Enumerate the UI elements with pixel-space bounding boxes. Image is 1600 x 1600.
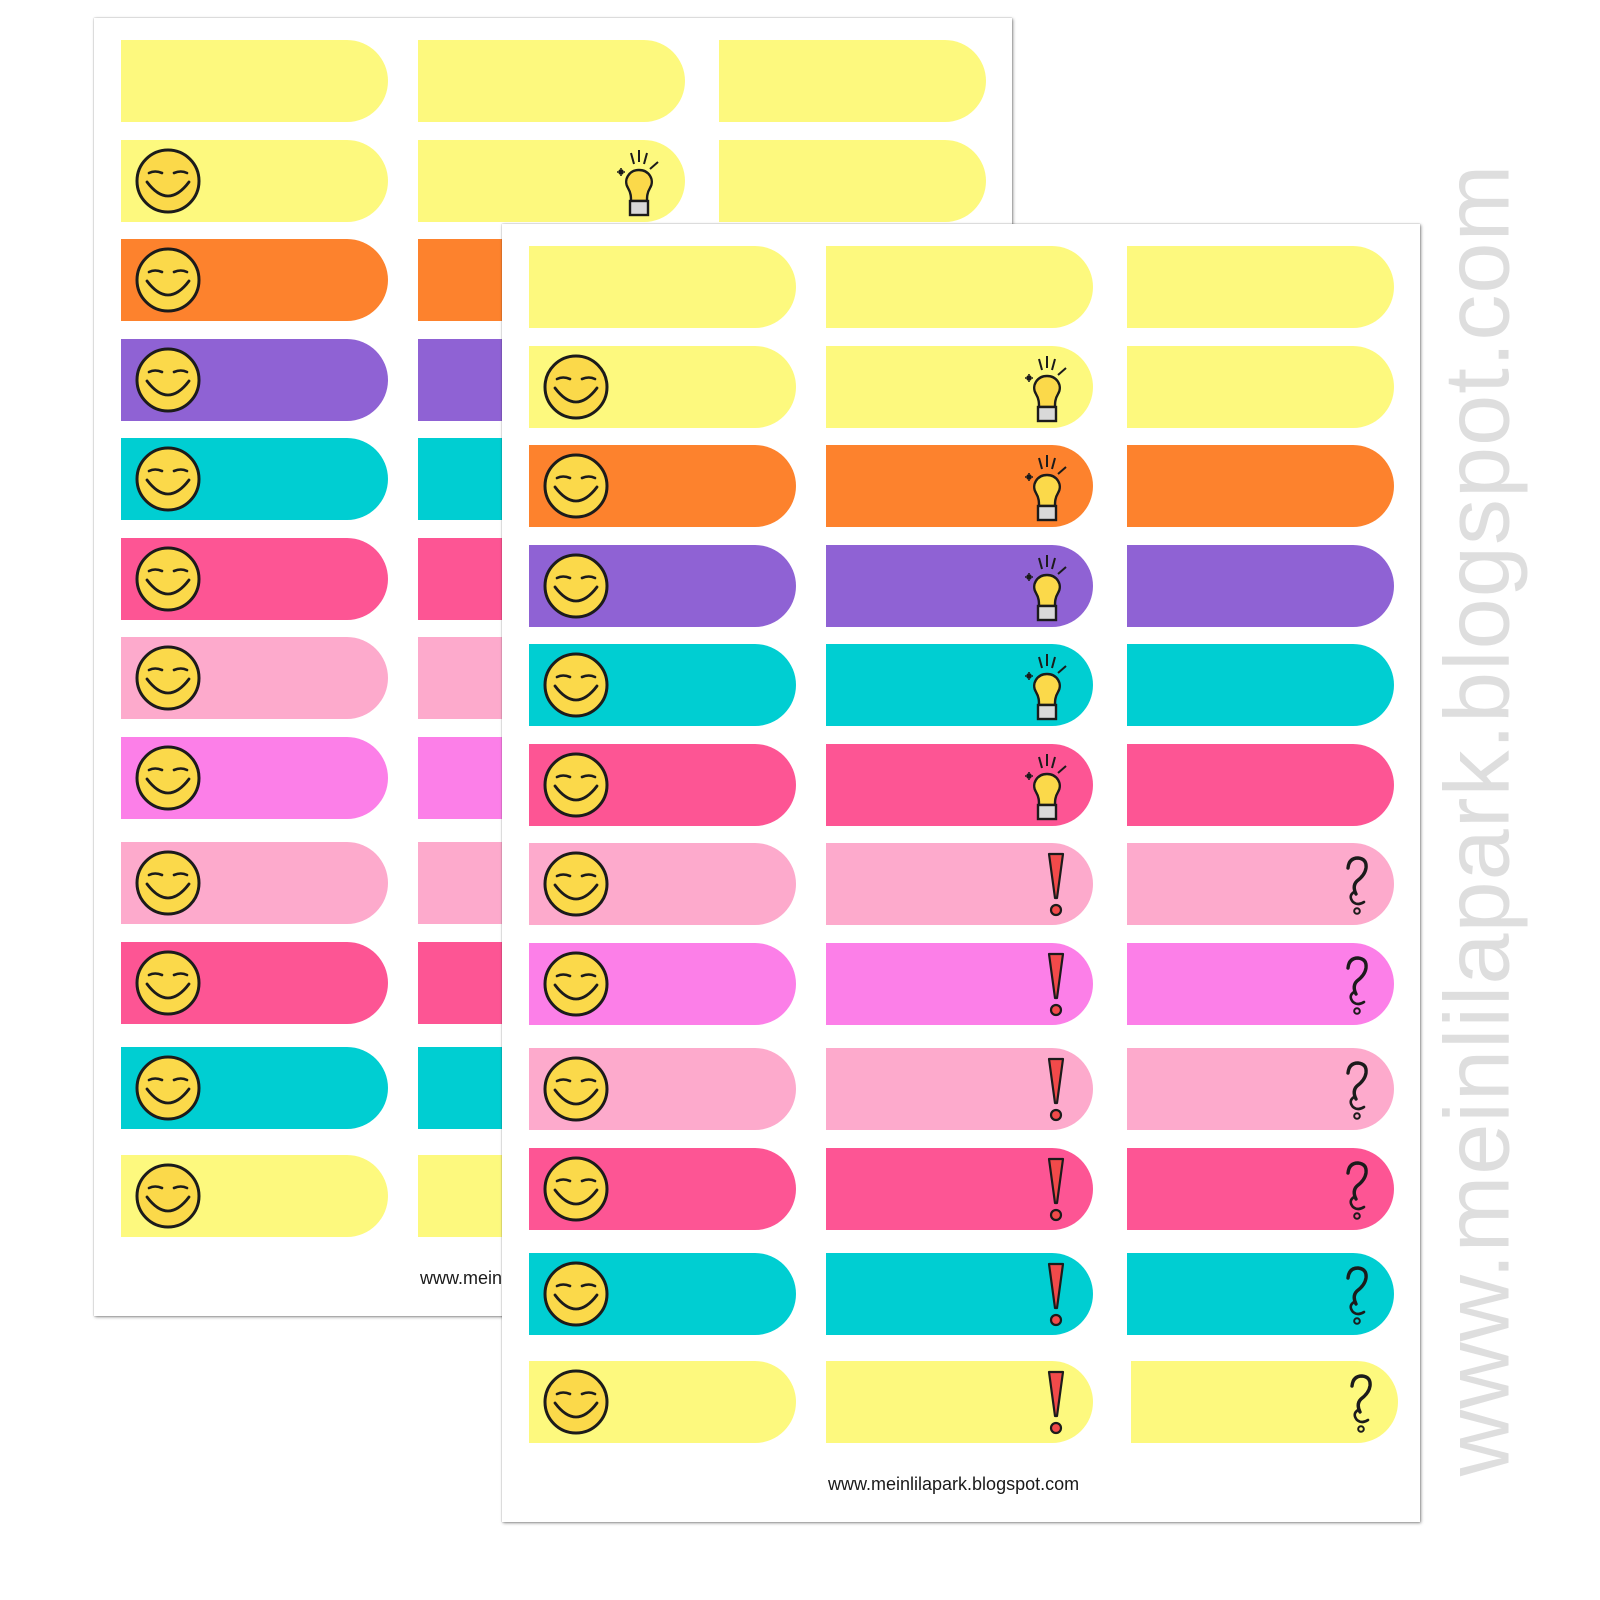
back-tab-col1-row4	[121, 339, 388, 421]
front-tab-col1-row12	[529, 1361, 796, 1443]
smiley-icon	[543, 752, 609, 818]
back-tab-col3-row2	[719, 140, 986, 222]
front-tab-col3-row12	[1131, 1361, 1398, 1443]
question-mark-icon	[1346, 1161, 1368, 1220]
front-tab-col3-row8	[1127, 943, 1394, 1025]
back-tab-col2-row1	[418, 40, 685, 122]
watermark-text: www.meinlilapark.blogspot.com	[1426, 163, 1529, 1477]
front-printable-sheet: www.meinlilapark.blogspot.com	[502, 224, 1420, 1522]
smiley-icon	[135, 645, 201, 711]
smiley-icon	[543, 553, 609, 619]
smiley-icon	[135, 1163, 201, 1229]
back-tab-col3-row1	[719, 40, 986, 122]
front-tab-col2-row4	[826, 545, 1093, 627]
back-tab-col1-row11	[121, 1047, 388, 1129]
front-tab-col2-row2	[826, 346, 1093, 428]
front-tab-col1-row1	[529, 246, 796, 328]
front-tab-col3-row3	[1127, 445, 1394, 527]
back-tab-col1-row12	[121, 1155, 388, 1237]
front-tab-col1-row8	[529, 943, 796, 1025]
front-tab-col1-row5	[529, 644, 796, 726]
smiley-icon	[543, 851, 609, 917]
front-tab-col2-row7	[826, 843, 1093, 925]
back-tab-col1-row8	[121, 737, 388, 819]
smiley-icon	[135, 247, 201, 313]
question-mark-icon	[1346, 1266, 1368, 1325]
lightbulb-icon	[1025, 754, 1067, 821]
front-tab-col3-row4	[1127, 545, 1394, 627]
question-mark-icon	[1346, 856, 1368, 915]
front-tab-col2-row11	[826, 1253, 1093, 1335]
exclamation-mark-icon	[1047, 952, 1065, 1017]
front-tab-col1-row3	[529, 445, 796, 527]
front-tab-col1-row9	[529, 1048, 796, 1130]
front-tab-col2-row6	[826, 744, 1093, 826]
smiley-icon	[543, 453, 609, 519]
back-tab-col1-row3	[121, 239, 388, 321]
smiley-icon	[543, 951, 609, 1017]
front-tab-col1-row7	[529, 843, 796, 925]
smiley-icon	[135, 148, 201, 214]
front-tab-col3-row10	[1127, 1148, 1394, 1230]
smiley-icon	[543, 354, 609, 420]
smiley-icon	[543, 1261, 609, 1327]
front-tab-col3-row7	[1127, 843, 1394, 925]
lightbulb-icon	[617, 150, 659, 217]
smiley-icon	[543, 652, 609, 718]
front-tab-col2-row3	[826, 445, 1093, 527]
front-sheet-footer-url: www.meinlilapark.blogspot.com	[828, 1474, 1080, 1494]
front-tab-col2-row1	[826, 246, 1093, 328]
back-tab-col1-row10	[121, 942, 388, 1024]
front-tab-col2-row9	[826, 1048, 1093, 1130]
question-mark-icon	[1346, 1061, 1368, 1120]
exclamation-mark-icon	[1047, 852, 1065, 917]
lightbulb-icon	[1025, 555, 1067, 622]
back-tab-col1-row6	[121, 538, 388, 620]
smiley-icon	[543, 1369, 609, 1435]
front-tab-col2-row5	[826, 644, 1093, 726]
front-tab-col1-row11	[529, 1253, 796, 1335]
smiley-icon	[135, 1055, 201, 1121]
exclamation-mark-icon	[1047, 1157, 1065, 1222]
exclamation-mark-icon	[1047, 1057, 1065, 1122]
back-tab-col1-row1	[121, 40, 388, 122]
front-tab-col3-row11	[1127, 1253, 1394, 1335]
smiley-icon	[135, 546, 201, 612]
back-tab-col1-row5	[121, 438, 388, 520]
smiley-icon	[135, 347, 201, 413]
question-mark-icon	[1350, 1374, 1372, 1433]
front-tab-col1-row6	[529, 744, 796, 826]
exclamation-mark-icon	[1047, 1262, 1065, 1327]
smiley-icon	[135, 950, 201, 1016]
smiley-icon	[543, 1156, 609, 1222]
front-tab-col3-row9	[1127, 1048, 1394, 1130]
lightbulb-icon	[1025, 455, 1067, 522]
front-tab-col1-row2	[529, 346, 796, 428]
front-tab-col2-row10	[826, 1148, 1093, 1230]
smiley-icon	[135, 745, 201, 811]
back-tab-col1-row7	[121, 637, 388, 719]
smiley-icon	[135, 446, 201, 512]
front-tab-col1-row4	[529, 545, 796, 627]
smiley-icon	[543, 1056, 609, 1122]
lightbulb-icon	[1025, 654, 1067, 721]
back-tab-col1-row2	[121, 140, 388, 222]
lightbulb-icon	[1025, 356, 1067, 423]
front-tab-col3-row2	[1127, 346, 1394, 428]
exclamation-mark-icon	[1047, 1370, 1065, 1435]
smiley-icon	[135, 850, 201, 916]
front-tab-col3-row1	[1127, 246, 1394, 328]
question-mark-icon	[1346, 956, 1368, 1015]
back-tab-col1-row9	[121, 842, 388, 924]
front-tab-col3-row5	[1127, 644, 1394, 726]
front-tab-col2-row8	[826, 943, 1093, 1025]
front-tab-col2-row12	[826, 1361, 1093, 1443]
front-tab-col3-row6	[1127, 744, 1394, 826]
front-tab-col1-row10	[529, 1148, 796, 1230]
back-tab-col2-row2	[418, 140, 685, 222]
